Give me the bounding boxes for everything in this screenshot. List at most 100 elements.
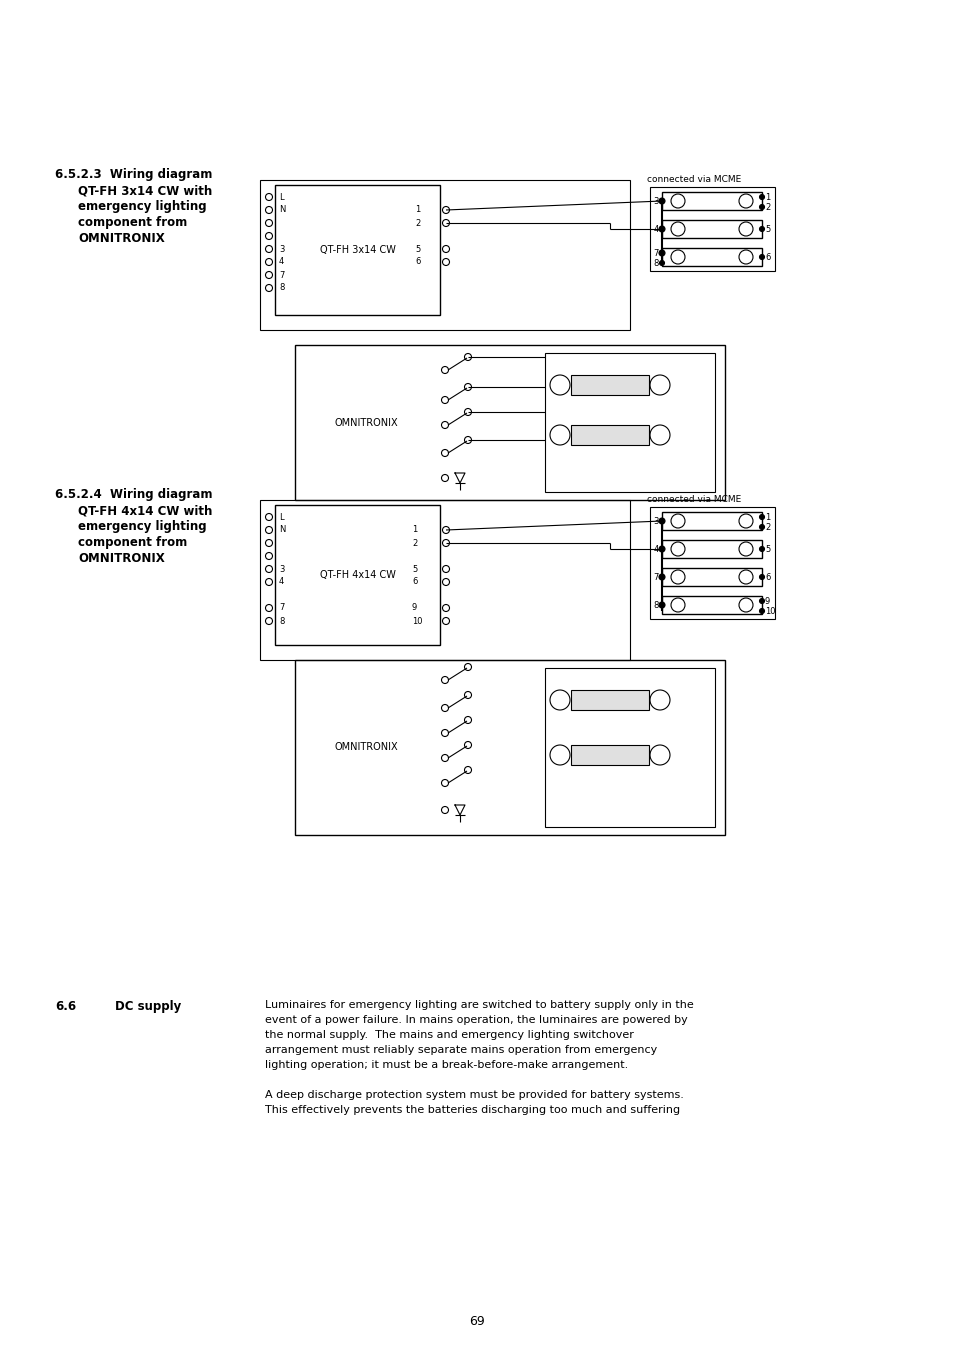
Circle shape — [670, 542, 684, 557]
Text: 4: 4 — [653, 224, 659, 234]
Text: 4: 4 — [278, 258, 284, 266]
Circle shape — [442, 527, 449, 534]
Circle shape — [759, 524, 763, 530]
Circle shape — [442, 604, 449, 612]
Text: 2: 2 — [764, 203, 769, 212]
Bar — [661, 249, 761, 266]
Text: QT-FH 3x14 CW: QT-FH 3x14 CW — [319, 245, 395, 255]
Text: L: L — [278, 512, 283, 521]
Text: 7: 7 — [278, 270, 284, 280]
Circle shape — [464, 742, 471, 748]
Circle shape — [441, 677, 448, 684]
Bar — [649, 507, 774, 619]
Circle shape — [441, 366, 448, 373]
Circle shape — [759, 598, 763, 604]
Circle shape — [759, 227, 763, 231]
Circle shape — [759, 204, 763, 209]
Circle shape — [464, 766, 471, 774]
Circle shape — [441, 422, 448, 428]
Circle shape — [441, 450, 448, 457]
Text: component from: component from — [78, 536, 187, 549]
Circle shape — [659, 603, 664, 608]
Text: 6.6: 6.6 — [55, 1000, 76, 1013]
Circle shape — [265, 219, 273, 227]
Text: OMNITRONIX: OMNITRONIX — [78, 232, 165, 245]
Text: 9: 9 — [764, 597, 769, 605]
Circle shape — [670, 250, 684, 263]
Circle shape — [739, 570, 752, 584]
Text: 6: 6 — [764, 573, 770, 581]
Circle shape — [739, 542, 752, 557]
Text: 2: 2 — [412, 539, 416, 547]
Text: QT-FH 3x14 CW with: QT-FH 3x14 CW with — [78, 184, 212, 197]
Circle shape — [265, 578, 273, 585]
Circle shape — [670, 598, 684, 612]
Text: 10: 10 — [764, 607, 775, 616]
Text: 1: 1 — [764, 512, 769, 521]
Circle shape — [670, 513, 684, 528]
Circle shape — [265, 207, 273, 213]
Circle shape — [265, 272, 273, 278]
Text: 9: 9 — [412, 604, 416, 612]
Text: emergency lighting: emergency lighting — [78, 520, 207, 534]
Circle shape — [442, 578, 449, 585]
Text: 5: 5 — [764, 544, 769, 554]
Text: 8: 8 — [278, 616, 284, 626]
Text: 8: 8 — [653, 258, 659, 267]
Text: 6.5.2.4  Wiring diagram: 6.5.2.4 Wiring diagram — [55, 488, 213, 501]
Circle shape — [759, 195, 763, 200]
Text: 2: 2 — [764, 523, 769, 531]
Text: event of a power failure. In mains operation, the luminaires are powered by: event of a power failure. In mains opera… — [265, 1015, 687, 1025]
Circle shape — [441, 807, 448, 813]
Text: OMNITRONIX: OMNITRONIX — [335, 743, 398, 753]
Circle shape — [739, 513, 752, 528]
Bar — [571, 426, 648, 444]
Text: 7: 7 — [653, 573, 659, 581]
Text: connected via MCME: connected via MCME — [646, 176, 740, 184]
Circle shape — [441, 730, 448, 736]
Circle shape — [649, 426, 669, 444]
Circle shape — [265, 553, 273, 559]
Text: 6: 6 — [415, 258, 420, 266]
Text: 1: 1 — [415, 205, 420, 215]
Bar — [274, 185, 439, 315]
Circle shape — [649, 744, 669, 765]
Text: 7: 7 — [653, 249, 659, 258]
Circle shape — [550, 426, 569, 444]
Text: 3: 3 — [278, 565, 284, 574]
Bar — [661, 596, 761, 613]
Text: the normal supply.  The mains and emergency lighting switchover: the normal supply. The mains and emergen… — [265, 1029, 633, 1040]
Text: 6: 6 — [764, 253, 770, 262]
Circle shape — [442, 207, 449, 213]
Bar — [260, 500, 629, 661]
Circle shape — [659, 574, 664, 580]
Circle shape — [759, 254, 763, 259]
Circle shape — [441, 754, 448, 762]
Circle shape — [265, 617, 273, 624]
Text: 5: 5 — [764, 224, 769, 234]
Text: 10: 10 — [412, 616, 422, 626]
Circle shape — [441, 396, 448, 404]
Circle shape — [739, 222, 752, 236]
Bar — [649, 186, 774, 272]
Circle shape — [442, 566, 449, 573]
Text: 69: 69 — [469, 1315, 484, 1328]
Circle shape — [759, 608, 763, 613]
Text: 1: 1 — [412, 526, 416, 535]
Bar — [571, 690, 648, 711]
Circle shape — [265, 246, 273, 253]
Circle shape — [464, 436, 471, 443]
Bar — [661, 540, 761, 558]
Circle shape — [265, 258, 273, 266]
Text: A deep discharge protection system must be provided for battery systems.: A deep discharge protection system must … — [265, 1090, 683, 1100]
Circle shape — [659, 226, 664, 232]
Circle shape — [464, 716, 471, 724]
Text: OMNITRONIX: OMNITRONIX — [335, 417, 398, 427]
Circle shape — [464, 408, 471, 416]
Bar — [294, 345, 724, 500]
Circle shape — [265, 193, 273, 200]
Circle shape — [464, 354, 471, 361]
Circle shape — [442, 246, 449, 253]
Circle shape — [659, 517, 664, 524]
Circle shape — [265, 604, 273, 612]
